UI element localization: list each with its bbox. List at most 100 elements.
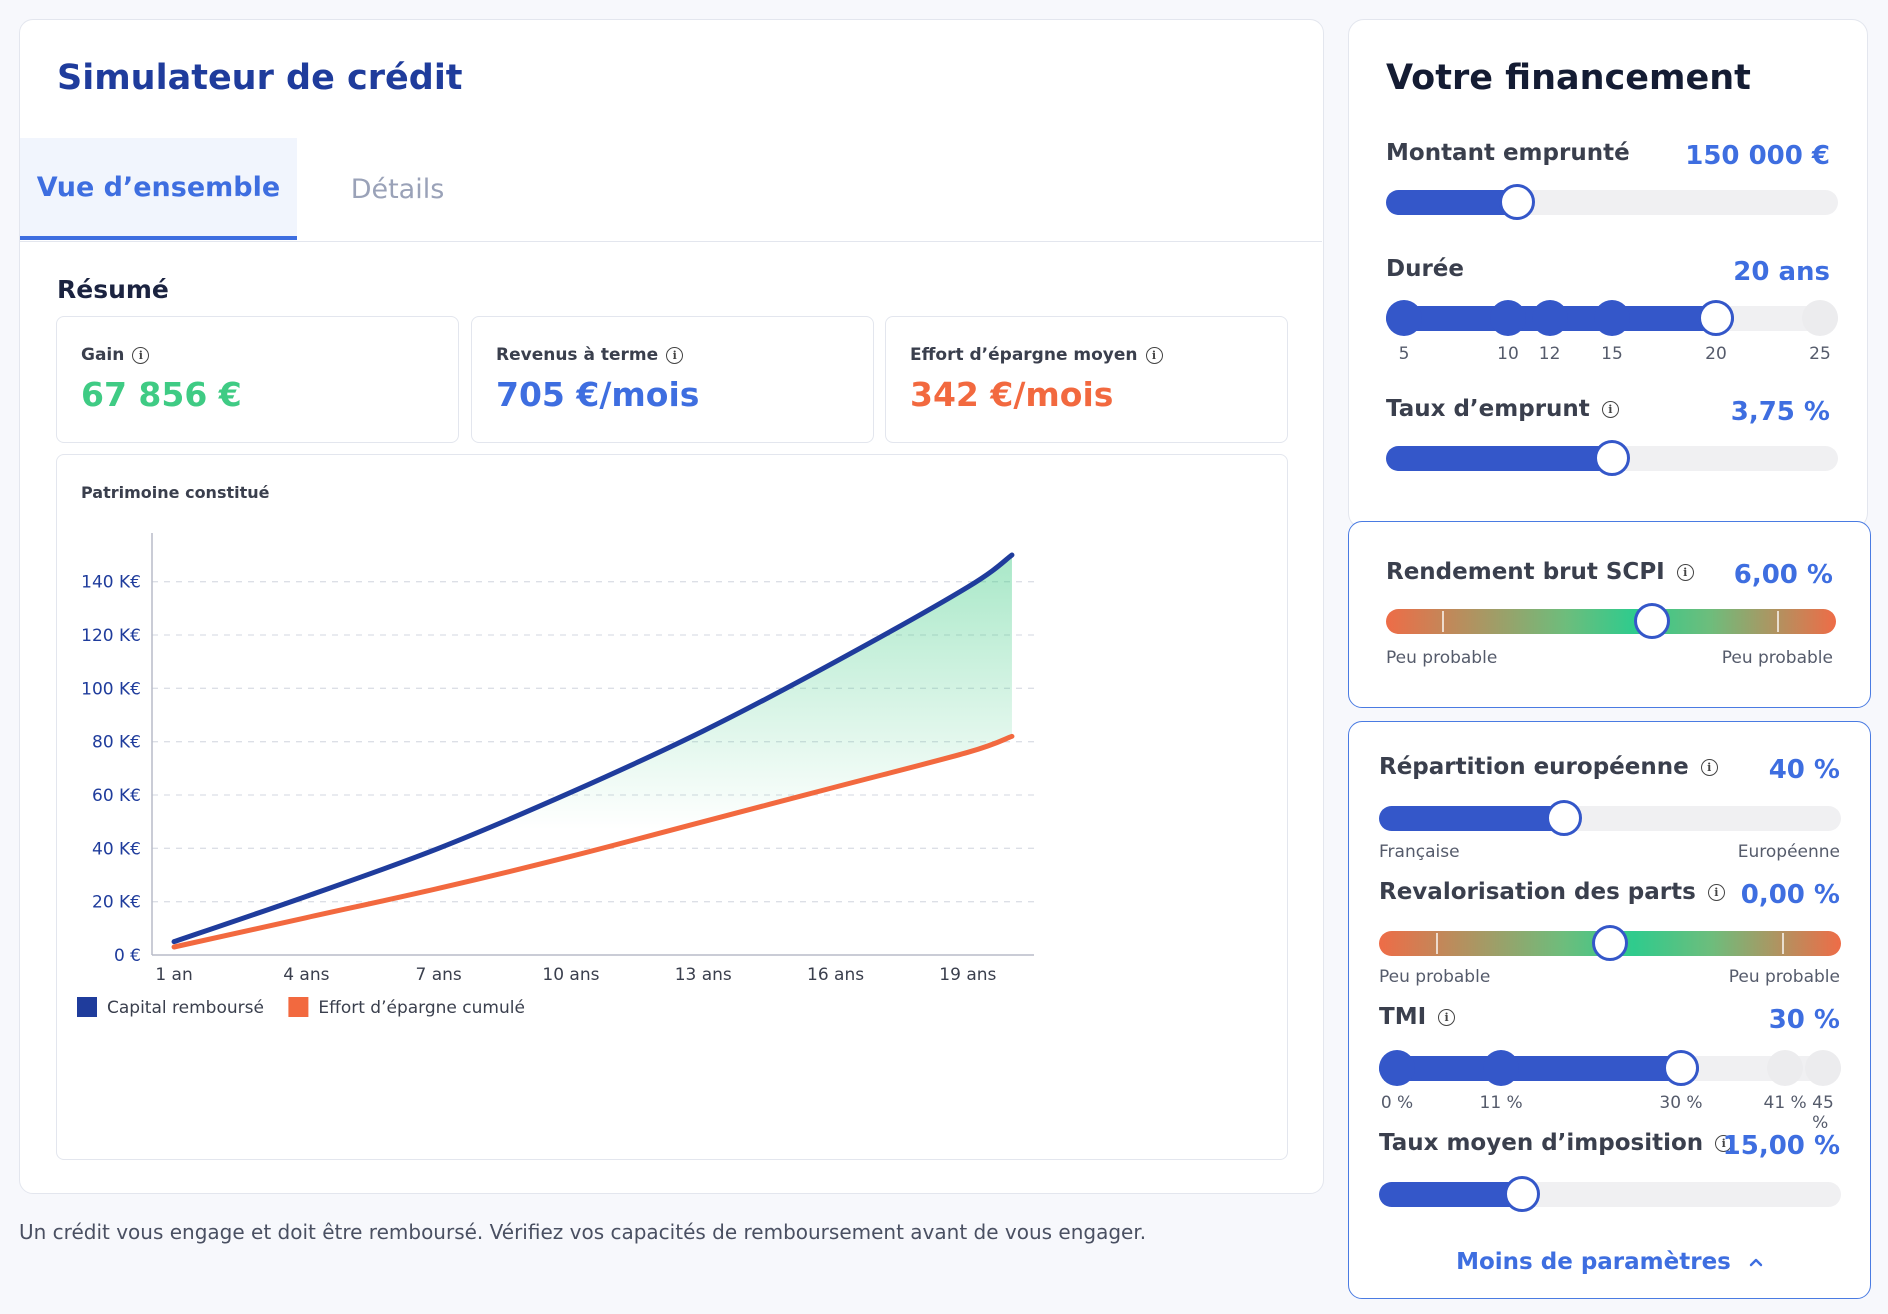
- scpi-tick: [1777, 611, 1779, 632]
- tmi-stepper-step-label: 11 %: [1479, 1093, 1523, 1113]
- tmi-stepper-step-label: 0 %: [1380, 1093, 1414, 1113]
- duration-stepper-step-label: 10: [1497, 344, 1519, 364]
- repartition-label-text: Répartition européenne: [1379, 754, 1689, 780]
- financing-title: Votre financement: [1386, 58, 1751, 98]
- duration-stepper-step[interactable]: [1490, 300, 1526, 336]
- chevron-up-icon: [1749, 1258, 1763, 1266]
- duration-stepper-step-label: 12: [1538, 344, 1561, 364]
- repartition-slider-fill: [1379, 806, 1564, 831]
- scpi-label: Rendement brut SCPI i: [1386, 559, 1694, 585]
- info-icon[interactable]: i: [1715, 1134, 1733, 1152]
- credit-disclaimer: Un crédit vous engage et doit être rembo…: [19, 1220, 1147, 1244]
- amount-slider[interactable]: [1386, 184, 1838, 220]
- scpi-label-text: Rendement brut SCPI: [1386, 559, 1665, 585]
- amount-slider-thumb[interactable]: [1499, 184, 1536, 220]
- tab-overview[interactable]: Vue d’ensemble: [20, 138, 297, 240]
- duration-stepper-step[interactable]: [1594, 300, 1630, 336]
- avg-tax-value: 15,00 %: [1722, 1131, 1840, 1161]
- stat-label-revenue: Revenus à terme i: [496, 345, 684, 365]
- stat-value-revenue: 705 €/mois: [496, 375, 700, 414]
- duration-stepper[interactable]: [1386, 300, 1838, 336]
- duration-stepper-step-label: 5: [1398, 344, 1410, 364]
- tmi-stepper-thumb[interactable]: [1663, 1050, 1699, 1086]
- revalorisation-value: 0,00 %: [1740, 880, 1840, 910]
- repartition-slider-thumb[interactable]: [1545, 800, 1582, 836]
- revalorisation-slider-thumb[interactable]: [1592, 925, 1628, 961]
- scpi-slider-thumb[interactable]: [1633, 603, 1670, 639]
- duration-stepper-step[interactable]: [1802, 300, 1838, 336]
- info-icon[interactable]: i: [666, 346, 684, 364]
- scpi-slider[interactable]: [1386, 603, 1836, 639]
- chart-x-tick-label: 16 ans: [807, 965, 864, 985]
- chart-y-tick-label: 100 K€: [81, 679, 141, 699]
- chart-legend-label: Capital remboursé: [107, 998, 264, 1018]
- repartition-value: 40 %: [1768, 755, 1840, 785]
- tmi-stepper-step-label: 30 %: [1659, 1093, 1703, 1113]
- rate-slider-fill: [1386, 446, 1612, 471]
- duration-stepper-step-label: 15: [1601, 344, 1623, 364]
- stat-value-gain: 67 856 €: [81, 375, 242, 414]
- scpi-yield-card: Rendement brut SCPI i 6,00 % Peu probabl…: [1348, 521, 1871, 708]
- revalorisation-caption-left: Peu probable: [1379, 967, 1491, 987]
- stat-value-saving-effort: 342 €/mois: [910, 375, 1114, 414]
- info-icon[interactable]: i: [1601, 400, 1619, 418]
- chart-title: Patrimoine constitué: [81, 483, 270, 502]
- info-icon[interactable]: i: [1707, 883, 1725, 901]
- chart-series-line-saving-effort: [171, 733, 1015, 950]
- duration-stepper-thumb[interactable]: [1698, 300, 1734, 336]
- chart-x-tick-label: 13 ans: [675, 965, 732, 985]
- chart-y-tick-label: 140 K€: [81, 573, 141, 593]
- duration-stepper-step[interactable]: [1531, 300, 1568, 336]
- chart-legend-swatch: [77, 997, 97, 1017]
- tmi-stepper-step[interactable]: [1379, 1050, 1415, 1086]
- duration-stepper-step[interactable]: [1386, 300, 1422, 336]
- duration-label: Durée: [1386, 256, 1464, 282]
- avg-tax-slider-fill: [1379, 1182, 1523, 1207]
- less-params-button[interactable]: Moins de paramètres: [1349, 1249, 1872, 1275]
- stat-label-saving-effort: Effort d’épargne moyen i: [910, 345, 1163, 365]
- avg-tax-slider[interactable]: [1379, 1176, 1841, 1212]
- repartition-slider[interactable]: [1379, 800, 1841, 836]
- chart-x-tick-label: 7 ans: [416, 965, 462, 985]
- tmi-label: TMI i: [1379, 1004, 1456, 1030]
- avg-tax-slider-thumb[interactable]: [1504, 1176, 1541, 1212]
- info-icon[interactable]: i: [1438, 1008, 1456, 1026]
- info-icon[interactable]: i: [1700, 758, 1718, 776]
- rate-slider[interactable]: [1386, 440, 1838, 476]
- rate-slider-thumb[interactable]: [1594, 440, 1630, 476]
- avg-tax-label-text: Taux moyen d’imposition: [1379, 1130, 1704, 1156]
- chart-y-tick-label: 40 K€: [92, 839, 141, 859]
- tab-details[interactable]: Détails: [350, 173, 445, 205]
- revalorisation-slider[interactable]: [1379, 925, 1841, 961]
- scpi-caption-left: Peu probable: [1386, 648, 1498, 668]
- tmi-stepper[interactable]: [1379, 1050, 1841, 1086]
- amount-label: Montant emprunté: [1386, 140, 1630, 166]
- chart-x-tick-label: 4 ans: [283, 965, 329, 985]
- revalorisation-tick: [1782, 933, 1784, 954]
- tmi-stepper-step[interactable]: [1483, 1050, 1520, 1086]
- chart-gain-area: [174, 555, 1012, 947]
- info-icon[interactable]: i: [1145, 346, 1163, 364]
- tmi-value: 30 %: [1768, 1005, 1840, 1035]
- scpi-value: 6,00 %: [1733, 560, 1833, 590]
- chart-y-tick-label: 120 K€: [81, 626, 141, 646]
- info-icon[interactable]: i: [132, 346, 150, 364]
- stat-card-revenue: Revenus à terme i 705 €/mois: [471, 316, 874, 443]
- advanced-params-card: Répartition européenne i 40 % Française …: [1348, 721, 1871, 1299]
- summary-heading: Résumé: [57, 275, 169, 304]
- tmi-stepper-step[interactable]: [1805, 1050, 1841, 1086]
- page-title: Simulateur de crédit: [57, 58, 463, 98]
- tmi-label-text: TMI: [1379, 1004, 1427, 1030]
- chart-y-tick-label: 20 K€: [92, 893, 141, 913]
- tmi-stepper-step[interactable]: [1767, 1050, 1804, 1086]
- stat-label-text: Revenus à terme: [496, 345, 659, 365]
- rate-label-text: Taux d’emprunt: [1386, 396, 1590, 422]
- avg-tax-label: Taux moyen d’imposition i: [1379, 1130, 1733, 1156]
- scpi-tick: [1442, 611, 1444, 632]
- stat-card-gain: Gain i 67 856 €: [56, 316, 459, 443]
- duration-stepper-step-label: 25: [1809, 344, 1831, 364]
- rate-label: Taux d’emprunt i: [1386, 396, 1619, 422]
- info-icon[interactable]: i: [1676, 563, 1694, 581]
- credit-simulator-card: Simulateur de crédit Vue d’ensemble Déta…: [19, 19, 1324, 1194]
- chart-canvas: 0 € 20 K€ 40 K€ 60 K€ 80 K€ 100 K€ 120 K€ 140 K…: [77, 533, 1034, 1018]
